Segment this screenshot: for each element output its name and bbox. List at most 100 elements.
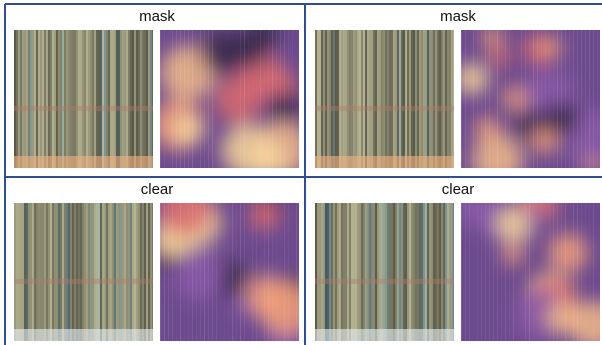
stripe xyxy=(74,30,76,168)
stripe xyxy=(28,203,30,341)
stripe xyxy=(76,203,78,341)
heat-stripe xyxy=(493,30,494,168)
heat-blob xyxy=(200,31,244,75)
stripe xyxy=(112,203,114,341)
stripe xyxy=(365,30,367,168)
heat-stripe xyxy=(505,30,506,168)
heat-stripe xyxy=(168,30,169,168)
heat-stripe xyxy=(200,203,201,341)
heat-stripe xyxy=(569,203,570,341)
heat-stripe xyxy=(164,30,165,168)
heat-stripe xyxy=(192,203,193,341)
stripe xyxy=(56,30,58,168)
stripe xyxy=(100,203,102,341)
stripe xyxy=(84,203,86,341)
stripe xyxy=(126,203,128,341)
stripe xyxy=(90,30,92,168)
stripe xyxy=(431,203,433,341)
stripe xyxy=(415,30,417,168)
stripe xyxy=(134,30,136,168)
stripe xyxy=(387,203,389,341)
stripe xyxy=(373,30,375,168)
stripe xyxy=(110,30,112,168)
heat-stripe xyxy=(461,203,462,341)
heat-stripe xyxy=(260,30,261,168)
stripe xyxy=(333,30,335,168)
stripe xyxy=(76,30,78,168)
stripe xyxy=(16,30,18,168)
heat-stripe xyxy=(208,30,209,168)
heat-stripe xyxy=(176,30,177,168)
stripe xyxy=(391,30,393,168)
heat-stripe xyxy=(569,30,570,168)
stripe xyxy=(148,30,150,168)
heat-stripe xyxy=(585,203,586,341)
panel-label: mask xyxy=(139,8,175,25)
stripe xyxy=(120,30,122,168)
stripe xyxy=(421,30,423,168)
heat-stripe xyxy=(533,30,534,168)
heat-stripe xyxy=(565,30,566,168)
stripe xyxy=(144,30,146,168)
stripe xyxy=(337,30,339,168)
stripe xyxy=(435,203,437,341)
stripe xyxy=(409,203,411,341)
stripe xyxy=(405,30,407,168)
panel-label: clear xyxy=(442,181,475,198)
stripe xyxy=(54,30,56,168)
stripe xyxy=(62,203,64,341)
stripe xyxy=(317,30,319,168)
stripe xyxy=(375,30,377,168)
stripe xyxy=(339,203,341,341)
heat-stripe xyxy=(220,203,221,341)
stripe xyxy=(86,203,88,341)
stripe xyxy=(433,203,435,341)
stripe xyxy=(441,203,443,341)
heat-stripe xyxy=(501,30,502,168)
stripe xyxy=(60,30,62,168)
stripe xyxy=(102,30,104,168)
heat-stripe xyxy=(477,203,478,341)
stripe xyxy=(52,30,54,168)
stripe xyxy=(36,203,38,341)
stripe xyxy=(82,203,84,341)
stripe xyxy=(401,30,403,168)
stripe xyxy=(347,30,349,168)
stripe xyxy=(32,203,34,341)
heat-stripe xyxy=(521,30,522,168)
stripe xyxy=(74,203,76,341)
heat-blob xyxy=(489,47,510,68)
heat-stripe xyxy=(553,30,554,168)
heat-stripe xyxy=(248,203,249,341)
heat-stripe xyxy=(481,30,482,168)
stripe xyxy=(104,30,106,168)
heat-stripe xyxy=(252,203,253,341)
stripe xyxy=(34,203,36,341)
stripe xyxy=(357,203,359,341)
stripe xyxy=(447,30,449,168)
stripe xyxy=(70,203,72,341)
stripe xyxy=(423,30,425,168)
stripe xyxy=(323,30,325,168)
stripe xyxy=(50,203,52,341)
stripe xyxy=(389,30,391,168)
stripe xyxy=(353,30,355,168)
heat-stripe xyxy=(276,30,277,168)
stripe xyxy=(451,203,453,341)
stripe xyxy=(24,203,26,341)
stripe xyxy=(102,203,104,341)
stripe xyxy=(341,203,343,341)
stripe xyxy=(96,30,98,168)
band xyxy=(315,106,454,111)
band xyxy=(315,279,454,284)
heat-stripe xyxy=(204,203,205,341)
stripe xyxy=(142,203,144,341)
heat-stripe xyxy=(465,203,466,341)
heat-stripe xyxy=(264,203,265,341)
stripe xyxy=(351,203,353,341)
figure: maskmaskclearclear xyxy=(0,0,602,345)
stripe xyxy=(14,30,16,168)
stripe xyxy=(88,30,90,168)
stripe xyxy=(339,30,341,168)
heat-stripe xyxy=(573,203,574,341)
